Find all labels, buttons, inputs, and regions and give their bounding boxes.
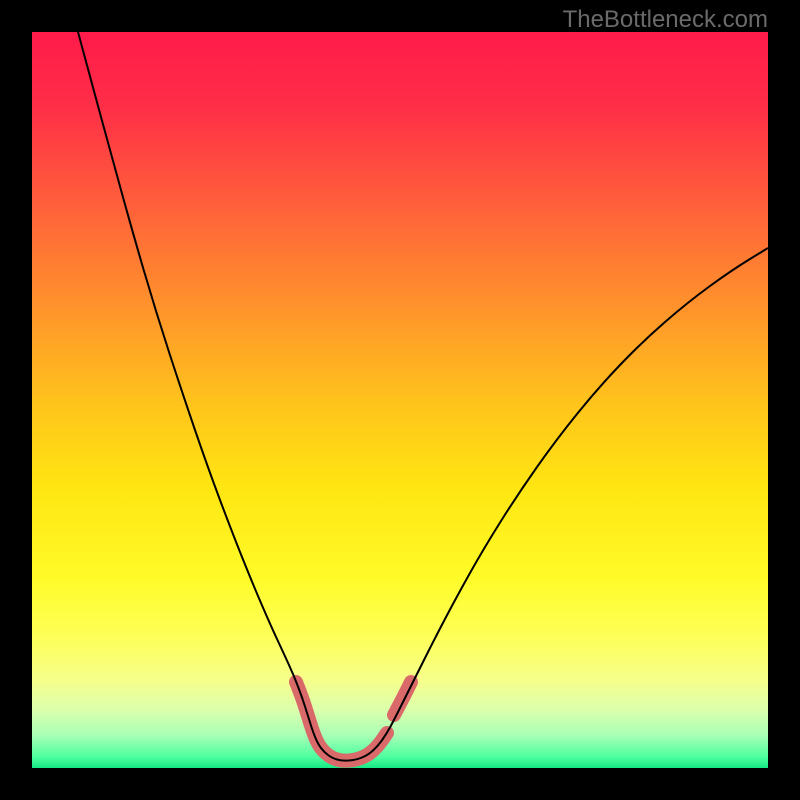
plot-area <box>32 32 768 768</box>
highlight-segment-2 <box>394 682 411 715</box>
bottleneck-curve <box>78 32 768 761</box>
watermark-text: TheBottleneck.com <box>563 6 768 34</box>
curve-layer <box>32 32 768 768</box>
